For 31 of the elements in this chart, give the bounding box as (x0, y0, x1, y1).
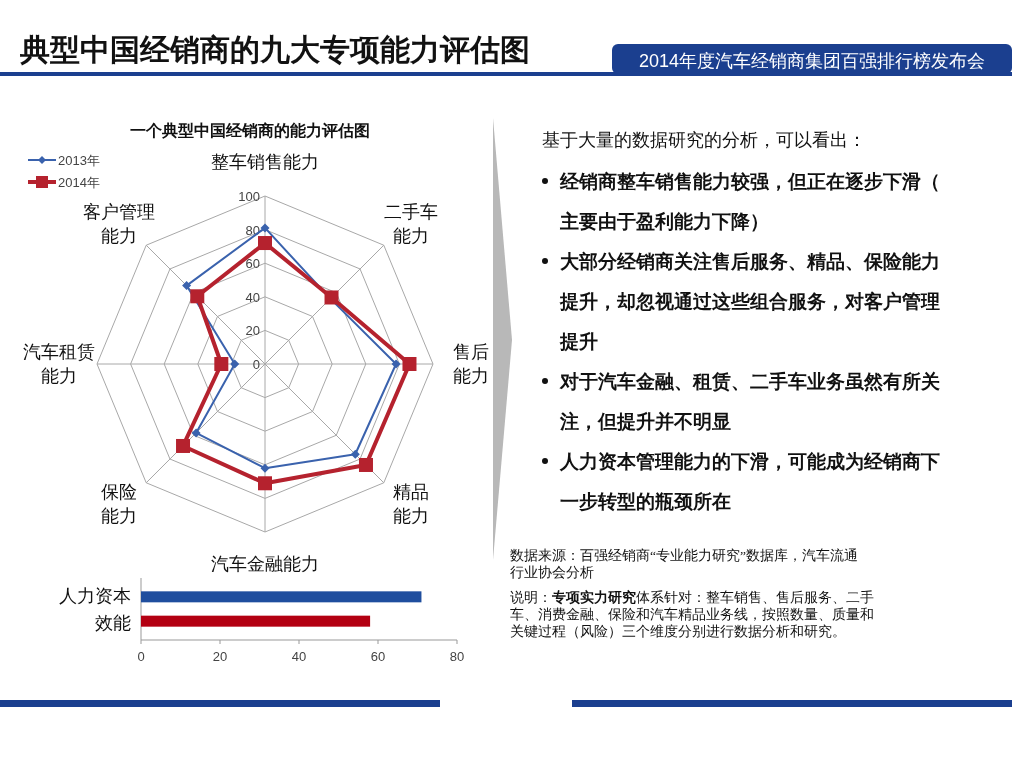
text: 典型中国经销商的九大专项能力评估图 (19, 33, 530, 66)
chart-title: 一个典型中国经销商的能力评估图 (130, 122, 370, 139)
legend-label: 2013年 (58, 153, 100, 168)
x-tick-label: 0 (137, 649, 145, 664)
source-note: 数据来源：百强经销商“专业能力研究”数据库，汽车流通行业协会分析 (510, 548, 858, 580)
text: 人力资本管理能力的下滑，可能成为经销商下一步转型的瓶颈所在 (559, 451, 940, 512)
spoke-label: 客户管理能力 (83, 201, 156, 246)
text: 说明：专项实力研究体系针对：整车销售、售后服务、二手车、消费金融、保险和汽车精品业务线，按照数量、质量和关键过程（风险）三个维度分别进行数据分析和研究。 (510, 589, 874, 639)
y-tick-label: 100 (238, 189, 260, 204)
spoke-label: 二手车能力 (383, 201, 438, 246)
spoke-label: 售后能力 (453, 342, 489, 386)
spoke-label: 汽车租赁能力 (23, 342, 95, 386)
spoke-label: 整车销售能力 (211, 152, 319, 172)
y-tick-label: 0 (252, 357, 260, 372)
text: 大部分经销商关注售后服务、精品、保险能力提升，却忽视通过这些组合服务，对客户管理提升 (559, 251, 940, 352)
text: 基于大量的数据研究的分析，可以看出： (542, 130, 866, 150)
y-tick-label: 人力资本效能 (59, 585, 131, 633)
text: 2014年度汽车经销商集团百强排行榜发布会 (638, 51, 986, 71)
x-tick-label: 60 (370, 649, 386, 664)
y-tick-label: 60 (245, 256, 260, 272)
y-tick-label: 40 (245, 289, 260, 305)
spoke-label: 精品能力 (392, 482, 429, 527)
text: 对于汽车金融、租赁、二手车业务虽然有所关注，但提升并不明显 (559, 371, 940, 432)
text: 经销商整车销售能力较强，但正在逐步下滑（主要由于盈利能力下降） (559, 171, 940, 232)
y-tick-label: 20 (245, 323, 260, 339)
x-tick-label: 20 (212, 649, 228, 664)
x-tick-label: 40 (291, 649, 307, 664)
legend-label: 2014年 (58, 175, 100, 190)
spoke-label: 保险能力 (101, 482, 138, 527)
x-tick-label: 80 (449, 649, 465, 664)
spoke-label: 汽车金融能力 (211, 554, 319, 574)
